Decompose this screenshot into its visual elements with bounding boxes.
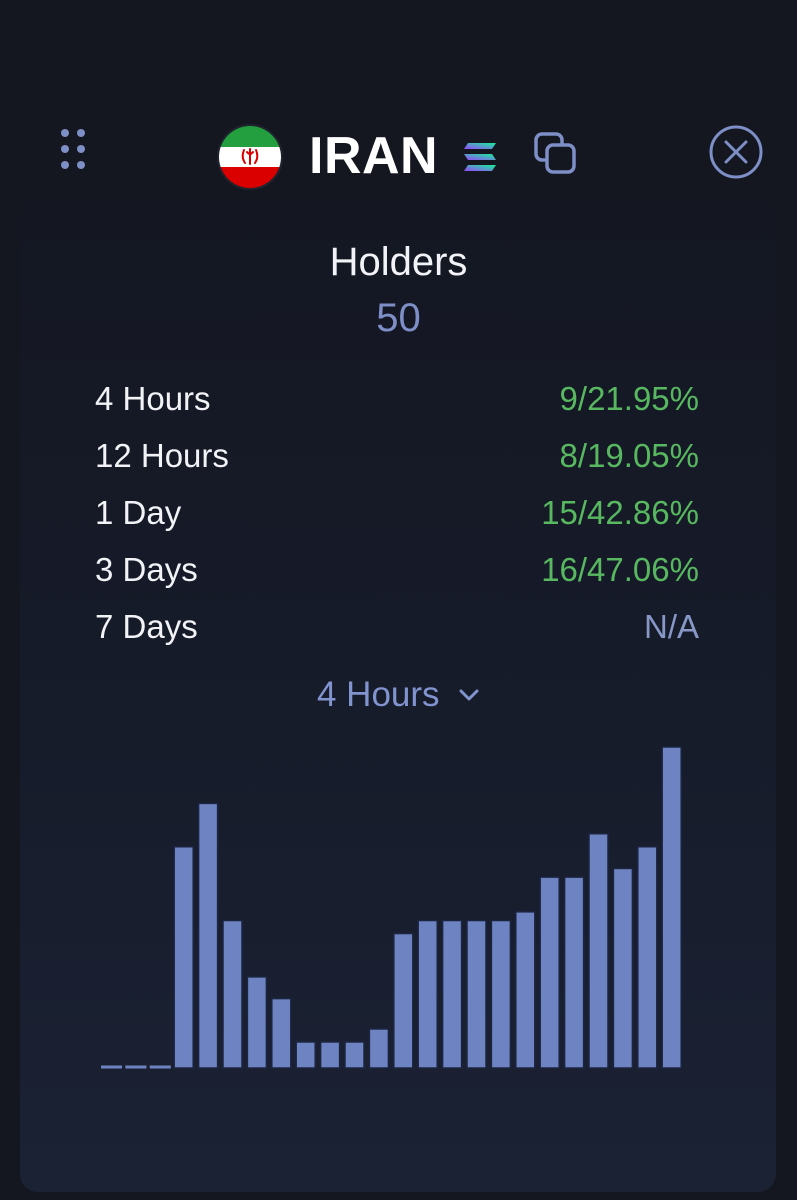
token-name: IRAN: [309, 127, 439, 185]
stat-row-4-hours: 4 Hours 9/21.95%: [95, 374, 699, 424]
grip-dots-icon[interactable]: [60, 128, 86, 170]
stat-value: 8/19.05%: [559, 437, 699, 474]
stat-label: 3 Days: [95, 551, 198, 588]
stat-label: 7 Days: [95, 608, 198, 645]
period-selected-label: 4 Hours: [316, 675, 440, 714]
stat-value: 9/21.95%: [559, 380, 699, 417]
copy-icon[interactable]: [533, 131, 577, 175]
stat-row-3-days: 3 Days 16/47.06%: [95, 545, 699, 595]
stat-label: 12 Hours: [95, 437, 229, 474]
close-circle-icon[interactable]: [708, 124, 764, 180]
stat-value: 15/42.86%: [541, 494, 699, 531]
chevron-down-icon: [459, 689, 479, 701]
stat-value: N/A: [643, 608, 699, 645]
holders-title: Holders: [329, 240, 468, 284]
stat-row-7-days: 7 Days N/A: [95, 602, 699, 652]
stat-row-1-day: 1 Day 15/42.86%: [95, 488, 699, 538]
period-dropdown[interactable]: 4 Hours: [0, 670, 797, 720]
holders-count: 50: [376, 296, 421, 340]
stat-value: 16/47.06%: [541, 551, 699, 588]
stat-row-12-hours: 12 Hours 8/19.05%: [95, 431, 699, 481]
stat-label: 4 Hours: [95, 380, 211, 417]
stat-label: 1 Day: [95, 494, 182, 531]
iran-flag-icon: [217, 124, 283, 190]
solana-icon: [464, 143, 496, 171]
